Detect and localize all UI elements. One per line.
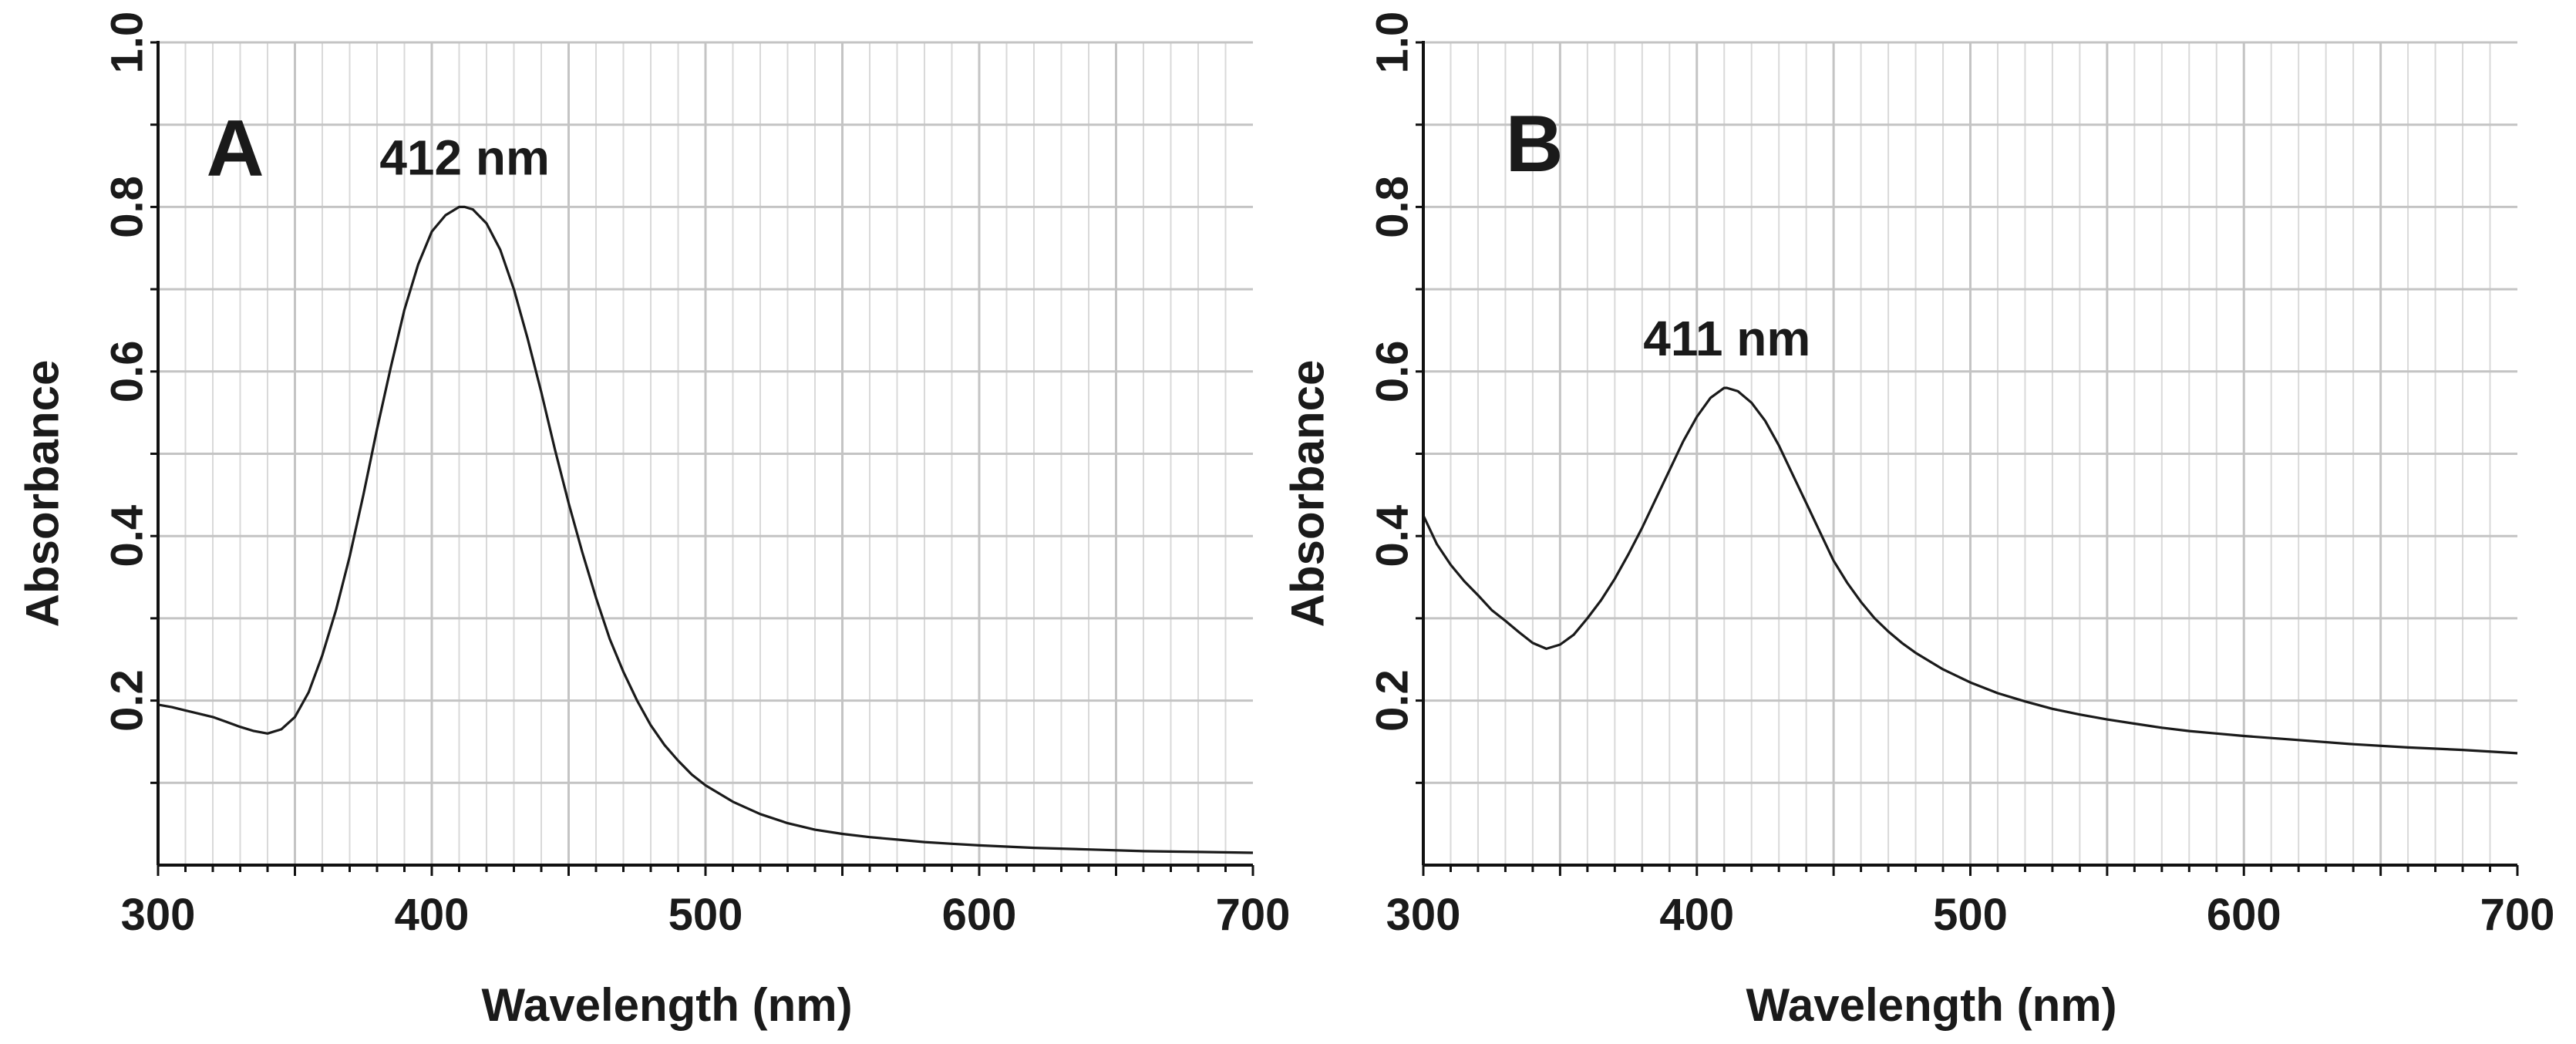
panel-a-ytick-label: 0.6: [103, 340, 153, 402]
panel-b-ytick-label: 0.2: [1368, 669, 1418, 732]
panel-b-y-axis-title: Absorbance: [1282, 360, 1334, 628]
panel-b-ytick-label: 1.0: [1368, 12, 1418, 74]
panel-b-xtick-label: 600: [2207, 890, 2281, 940]
panel-b-ytick-label: 0.6: [1368, 340, 1418, 402]
panel-a-letter: A: [206, 104, 264, 194]
panel-a-series-line: [157, 205, 1254, 854]
panel-a-ytick-label: 0.4: [103, 505, 153, 567]
panel-b-letter: B: [1505, 99, 1563, 189]
panel-b-xtick-label: 500: [1933, 890, 2008, 940]
panel-b-peak-label: 411 nm: [1643, 311, 1810, 366]
panel-a-ytick-label: 0.8: [103, 176, 153, 238]
panel-a-y-axis-title: Absorbance: [17, 360, 69, 628]
panel-a-x-axis-title: Wavelength (nm): [481, 979, 852, 1031]
panel-b: B 411 nm 300 400 500 600 700 0.2 0.4 0.6 0.8 1.0 Wav…: [1282, 12, 2555, 1031]
panel-b-xtick-label: 400: [1659, 890, 1734, 940]
panel-b-series-line: [1422, 386, 2518, 755]
panel-b-xtick-label: 300: [1386, 890, 1461, 940]
panel-a-ytick-label: 1.0: [103, 12, 153, 74]
panel-b-ytick-label: 0.4: [1368, 505, 1418, 567]
panel-a-xtick-label: 400: [395, 890, 470, 940]
panel-b-xtick-label: 700: [2480, 890, 2555, 940]
panel-a: A 412 nm 300 400 500 600 700 0.2 0.4 0.6 0.8 1.0 Wav…: [17, 12, 1291, 1031]
panel-a-xtick-label: 700: [1216, 890, 1291, 940]
panel-a-xtick-label: 600: [942, 890, 1017, 940]
panel-a-xtick-label: 300: [121, 890, 196, 940]
panel-b-x-axis-title: Wavelength (nm): [1746, 979, 2116, 1031]
panel-b-ytick-label: 0.8: [1368, 176, 1418, 238]
panel-a-xtick-label: 500: [668, 890, 743, 940]
panel-a-ytick-label: 0.2: [103, 669, 153, 732]
panel-a-peak-label: 412 nm: [379, 130, 550, 185]
